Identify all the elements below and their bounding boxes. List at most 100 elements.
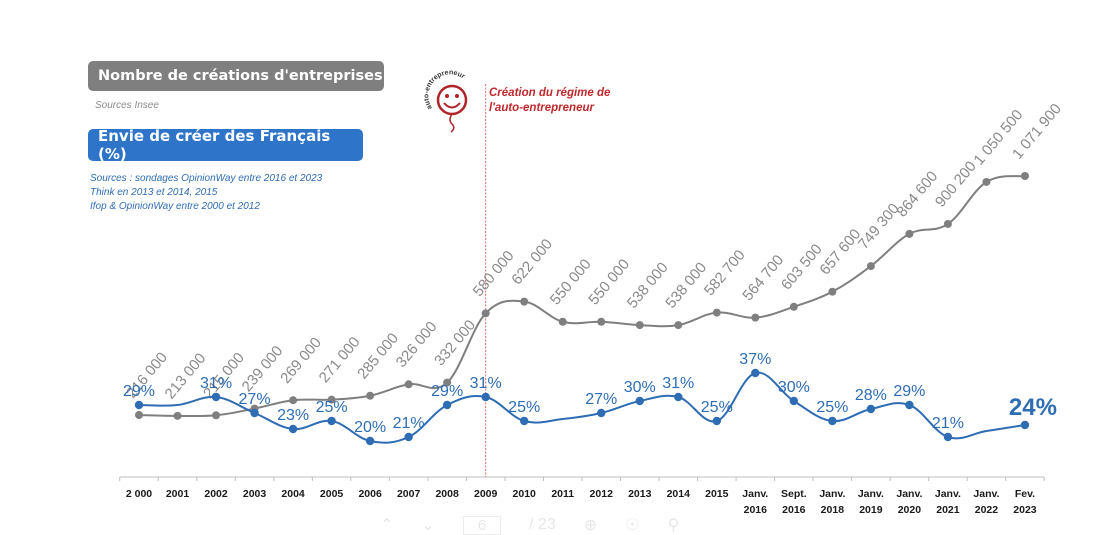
search-icon[interactable]: ⚲ [667,517,680,534]
creations-point [866,262,875,271]
x-tick-label: 2008 [435,488,459,500]
x-tick-label: 2003 [243,488,267,500]
envie-point [597,408,606,418]
x-tick-label: 2005 [320,488,344,500]
envie-data-label: 29% [123,383,155,400]
creations-point [558,317,567,326]
x-tick-label: Janv. 2022 [973,488,999,516]
x-tick-label: 2 000 [126,488,152,500]
envie-data-label: 31% [470,375,502,392]
envie-data-label: 20% [354,419,386,436]
envie-point [674,392,683,402]
creations-data-label: 1 071 900 [1009,101,1065,163]
creations-data-label: 269 000 [277,334,325,386]
creations-point [982,177,991,186]
creations-point [366,391,375,400]
envie-point [211,392,221,402]
envie-data-label: 25% [816,399,848,416]
envie-data-label: 31% [200,375,232,392]
x-tick-label: 2010 [513,488,537,500]
envie-data-label: 23% [277,407,309,424]
envie-data-label: 27% [239,391,271,408]
creations-point [712,308,721,317]
x-tick-label: Janv. 2020 [896,488,922,516]
x-tick-label: 2009 [474,488,498,500]
annotation-line-1: Création du régime de [489,87,611,99]
envie-point [365,436,375,446]
x-tick-label: Janv. 2019 [858,488,884,516]
x-tick-label: 2015 [705,488,729,500]
envie-point [404,432,413,442]
creations-data-label: 326 000 [393,318,441,370]
annotation-line-2: l'auto-entrepreneur [489,102,594,114]
envie-data-label: 24% [1009,394,1057,421]
creations-point [751,313,760,322]
chevron-down-icon[interactable]: ⌄ [421,517,435,534]
x-tick-label: 2012 [590,488,614,500]
creations-point [905,229,914,238]
legend-creations-badge: Nombre de créations d'entreprises [88,61,384,91]
x-tick-label: Janv. 2016 [742,488,768,516]
page-total: / 23 [529,516,556,533]
x-tick-label: 2011 [551,488,574,500]
x-tick-label: Fev. 2023 [1013,488,1037,516]
creations-point [520,297,529,306]
envie-data-label: 25% [316,399,348,416]
envie-data-label: 21% [393,415,425,432]
x-tick-label: Janv. 2021 [935,488,961,516]
x-tick-label: 2014 [667,488,691,500]
envie-point [905,400,914,410]
x-tick-label: 2001 [166,488,190,500]
legend-envie-sources: Sources : sondages OpinionWay entre 2016… [90,172,322,214]
x-tick-label: 2004 [281,488,305,500]
creations-point [635,321,644,330]
envie-point [134,400,144,410]
creations-data-label: 622 000 [508,236,556,288]
creations-data-label: 332 000 [431,317,479,369]
envie-point [520,416,529,426]
pdf-viewer-toolbar: ⌃ ⌄ 6 / 23 ⊕ ☉ ⚲ [380,515,800,535]
envie-data-label: 27% [585,391,617,408]
creations-point [404,380,413,389]
creations-point [481,309,490,318]
creations-point [443,378,452,387]
creations-point [173,411,182,420]
creations-point [135,411,143,419]
x-tick-label: 2006 [358,488,382,500]
x-tick-label: Janv. 2018 [819,488,845,516]
x-tick-label: 2007 [397,488,421,500]
x-tick-label: Sept. 2016 [781,488,807,516]
page-number-input[interactable]: 6 [462,515,502,535]
source-line: Sources : sondages OpinionWay entre 2016… [90,173,323,184]
creations-point [789,302,798,311]
creations-point [212,411,221,420]
creations-point [828,287,837,296]
envie-point [327,416,336,426]
rotate-icon[interactable]: ☉ [625,517,640,534]
creations-data-label: 239 000 [239,343,287,395]
envie-point [1020,420,1030,430]
envie-point [288,424,298,434]
series-envie: 29% 31% 27% 23% 25% 20% 21% 29% 31% 25% 27% 30% 31% 2… [123,351,1057,446]
creations-point [327,395,336,404]
envie-point [481,392,490,402]
creations-point [289,396,298,405]
envie-data-label: 30% [778,379,810,396]
creations-point [597,317,606,326]
x-tick-label: 2002 [204,488,228,500]
envie-line [138,371,1026,444]
auto-entrepreneur-logo: auto-entrepreneur [423,69,468,133]
envie-point [442,400,452,410]
envie-point [250,408,259,418]
envie-point [635,396,644,406]
legend-creations-source: Sources Insee [95,100,159,111]
chevron-up-icon[interactable]: ⌃ [380,517,394,534]
envie-point [828,416,837,426]
envie-point [712,416,721,426]
annotation-auto-entrepreneur: Création du régime de l'auto-entrepreneu… [489,86,610,116]
zoom-in-icon[interactable]: ⊕ [583,517,598,534]
source-line: Think en 2013 et 2014, 2015 [90,187,218,198]
envie-data-label: 30% [624,379,656,396]
